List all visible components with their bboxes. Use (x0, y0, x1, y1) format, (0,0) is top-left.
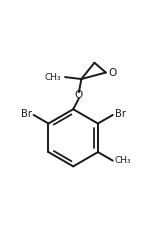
Text: O: O (75, 90, 83, 100)
Text: Br: Br (115, 109, 126, 119)
Text: O: O (109, 68, 117, 77)
Text: CH₃: CH₃ (44, 73, 61, 82)
Text: CH₃: CH₃ (115, 156, 131, 165)
Text: Br: Br (21, 109, 32, 119)
